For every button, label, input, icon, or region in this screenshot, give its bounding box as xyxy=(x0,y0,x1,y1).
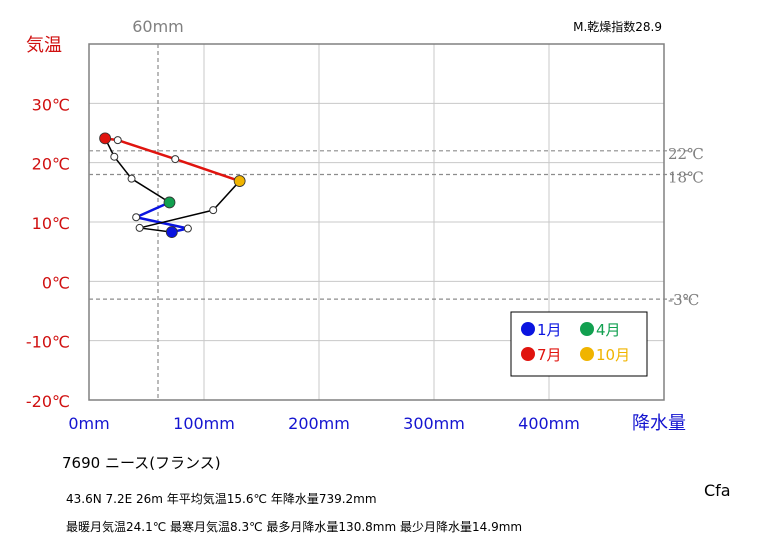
warmest-month-temp: 最暖月気温24.1℃ xyxy=(66,520,167,534)
month-point xyxy=(171,155,180,164)
x-tick-label: 400mm xyxy=(518,414,580,433)
y-tick-label: 20℃ xyxy=(32,155,70,174)
aridity-index-label: M.乾燥指数28.9 xyxy=(573,19,662,34)
month-point-key xyxy=(99,132,111,145)
climograph-segment xyxy=(131,178,170,204)
climograph-segment xyxy=(139,209,214,229)
legend-label: 1月 xyxy=(537,321,562,339)
month-point xyxy=(135,223,144,232)
x-axis-label: 降水量 xyxy=(632,413,686,434)
climograph-segment xyxy=(135,201,171,219)
x-tick-label: 0mm xyxy=(68,414,109,433)
month-point xyxy=(132,213,141,222)
station-stats-line-1: 43.6N 7.2E 26m 年平均気温15.6℃ 年降水量739.2mm xyxy=(66,490,377,507)
month-point xyxy=(110,152,119,161)
month-point xyxy=(209,206,218,215)
annual-mean-temp: 年平均気温15.6℃ xyxy=(166,492,267,506)
x-tick-label: 300mm xyxy=(403,414,465,433)
month-point-key xyxy=(163,196,176,209)
y-tick-label: 0℃ xyxy=(42,273,70,292)
plot-area-border xyxy=(88,43,665,401)
driest-month-precip: 最少月降水量14.9mm xyxy=(399,520,523,534)
station-name: 7690 ニース(フランス) xyxy=(62,454,221,472)
wettest-month-precip: 最多月降水量130.8mm xyxy=(266,520,397,534)
month-point xyxy=(127,174,136,183)
reference-line-precip-label: 60mm xyxy=(132,17,184,36)
annual-precip: 年降水量739.2mm xyxy=(270,492,377,506)
station-coords: 43.6N 7.2E 26m xyxy=(66,492,163,506)
climograph-segment xyxy=(117,138,176,161)
legend-box xyxy=(510,311,648,377)
legend-swatch xyxy=(521,322,535,336)
reference-line-temp-label: 22℃ xyxy=(668,145,704,163)
legend-swatch xyxy=(521,347,535,361)
y-tick-label: -10℃ xyxy=(26,333,70,352)
legend-label: 7月 xyxy=(537,346,562,364)
y-axis-label: 気温 xyxy=(26,35,62,56)
month-point xyxy=(113,136,122,145)
station-stats-line-2: 最暖月気温24.1℃ 最寒月気温8.3℃ 最多月降水量130.8mm 最少月降水… xyxy=(66,518,522,535)
climograph-segment xyxy=(113,156,133,180)
month-point-key xyxy=(165,226,178,238)
y-tick-label: 10℃ xyxy=(32,214,70,233)
y-tick-label: -20℃ xyxy=(26,392,70,411)
climograph-segment xyxy=(212,180,241,211)
legend-label: 10月 xyxy=(596,346,630,364)
month-point-key xyxy=(233,175,246,187)
climate-class: Cfa xyxy=(704,481,731,500)
climograph-segment xyxy=(174,157,241,183)
coldest-month-temp: 最寒月気温8.3℃ xyxy=(170,520,263,534)
y-tick-label: 30℃ xyxy=(32,95,70,114)
legend-label: 4月 xyxy=(596,321,621,339)
x-tick-label: 200mm xyxy=(288,414,350,433)
reference-line-temp-label: 18℃ xyxy=(668,169,704,187)
month-point xyxy=(183,224,192,233)
reference-line-temp-label: -3℃ xyxy=(668,291,699,309)
legend-swatch xyxy=(580,347,594,361)
legend-swatch xyxy=(580,322,594,336)
x-tick-label: 100mm xyxy=(173,414,235,433)
